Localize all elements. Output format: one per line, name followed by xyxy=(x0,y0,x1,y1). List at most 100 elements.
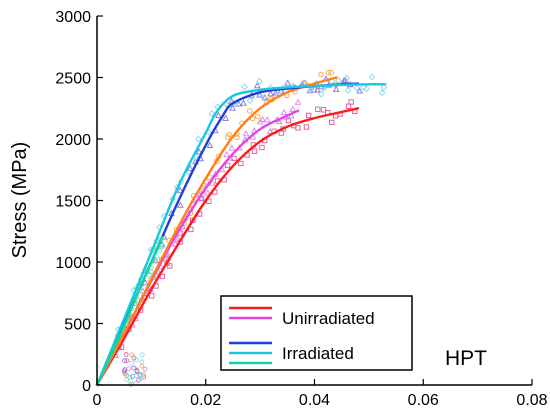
data-point xyxy=(263,116,271,123)
data-point xyxy=(272,89,280,96)
data-point xyxy=(228,144,236,151)
x-tick-label: 0.06 xyxy=(408,392,439,409)
data-point xyxy=(242,130,250,137)
data-point xyxy=(229,104,236,111)
data-point xyxy=(328,69,334,76)
axes: 0 500 1000 1500 2000 2500 3000 0 0.02 0.04 0.06 0.0… xyxy=(55,9,547,409)
data-point xyxy=(204,189,212,196)
data-point xyxy=(294,98,302,105)
data-point xyxy=(325,69,331,76)
data-point xyxy=(295,125,301,131)
data-point xyxy=(124,377,130,382)
data-point xyxy=(139,359,145,365)
data-point xyxy=(138,371,144,377)
data-point xyxy=(206,141,214,148)
data-point xyxy=(315,106,321,112)
data-point xyxy=(124,358,130,364)
data-point xyxy=(259,144,265,151)
data-point xyxy=(280,108,288,115)
data-point xyxy=(287,112,295,119)
data-point xyxy=(260,94,267,102)
y-tick-label: 1500 xyxy=(55,194,91,211)
series-lines xyxy=(95,76,387,387)
data-point xyxy=(344,86,352,94)
data-point xyxy=(142,366,148,372)
data-point xyxy=(247,108,253,114)
data-point xyxy=(320,107,327,113)
data-point xyxy=(129,360,135,366)
data-point xyxy=(318,90,325,98)
data-point xyxy=(356,87,364,94)
data-point xyxy=(139,352,145,358)
data-point xyxy=(259,115,266,122)
x-tick-label: 0 xyxy=(93,392,102,409)
y-tick-label: 0 xyxy=(82,378,91,395)
data-point xyxy=(343,74,351,82)
data-point xyxy=(378,89,386,97)
data-point xyxy=(131,365,137,371)
data-point xyxy=(159,243,166,249)
series-line-unirradiated-0 xyxy=(95,107,360,387)
data-point xyxy=(225,162,231,169)
data-point xyxy=(208,110,216,117)
data-point xyxy=(332,85,340,92)
data-point xyxy=(253,82,261,89)
legend-label-unirradiated: Unirradiated xyxy=(282,309,375,328)
legend: Unirradiated Irradiated xyxy=(220,295,413,371)
data-point xyxy=(368,73,376,81)
data-point xyxy=(329,119,335,126)
data-point xyxy=(123,352,129,357)
data-point xyxy=(133,366,139,372)
data-point xyxy=(353,84,360,92)
data-point xyxy=(195,135,202,143)
data-point xyxy=(222,114,230,121)
data-point xyxy=(174,235,182,242)
data-point xyxy=(133,373,139,379)
data-point xyxy=(176,186,184,194)
data-point xyxy=(320,85,327,93)
hpt-annotation: HPT xyxy=(445,347,487,370)
data-point xyxy=(306,87,314,94)
data-point xyxy=(335,76,342,84)
data-point xyxy=(130,373,136,379)
data-point xyxy=(128,378,133,384)
data-point xyxy=(275,117,283,124)
y-tick-label: 1000 xyxy=(55,255,91,272)
data-point xyxy=(238,160,244,167)
data-point xyxy=(266,127,274,135)
data-point xyxy=(122,367,128,373)
data-point xyxy=(251,148,258,154)
data-point xyxy=(348,99,354,105)
y-axis-label: Stress (MPa) xyxy=(9,142,31,259)
data-point xyxy=(241,83,248,91)
data-point xyxy=(363,85,370,93)
y-tick-label: 2000 xyxy=(55,132,91,149)
data-point xyxy=(159,273,166,280)
data-point xyxy=(234,134,240,141)
legend-swatches xyxy=(229,306,272,365)
data-point xyxy=(267,90,274,97)
data-point xyxy=(313,86,321,93)
data-point xyxy=(177,178,185,185)
data-point xyxy=(226,131,232,138)
series-line-irradiated-4 xyxy=(95,83,387,387)
data-point xyxy=(172,240,179,247)
y-tick-label: 2500 xyxy=(55,71,91,88)
data-point xyxy=(318,71,324,78)
data-point xyxy=(185,168,193,176)
data-point xyxy=(360,83,367,91)
data-point xyxy=(223,150,231,158)
data-point xyxy=(195,148,203,155)
data-point xyxy=(256,77,263,85)
data-point xyxy=(149,293,155,299)
series-line-irradiated-5 xyxy=(95,236,164,387)
data-point xyxy=(340,77,348,84)
data-point xyxy=(289,105,297,112)
data-point xyxy=(345,103,352,109)
data-point xyxy=(165,251,172,259)
data-point xyxy=(133,357,139,363)
data-point xyxy=(256,91,263,98)
data-point xyxy=(240,99,247,106)
